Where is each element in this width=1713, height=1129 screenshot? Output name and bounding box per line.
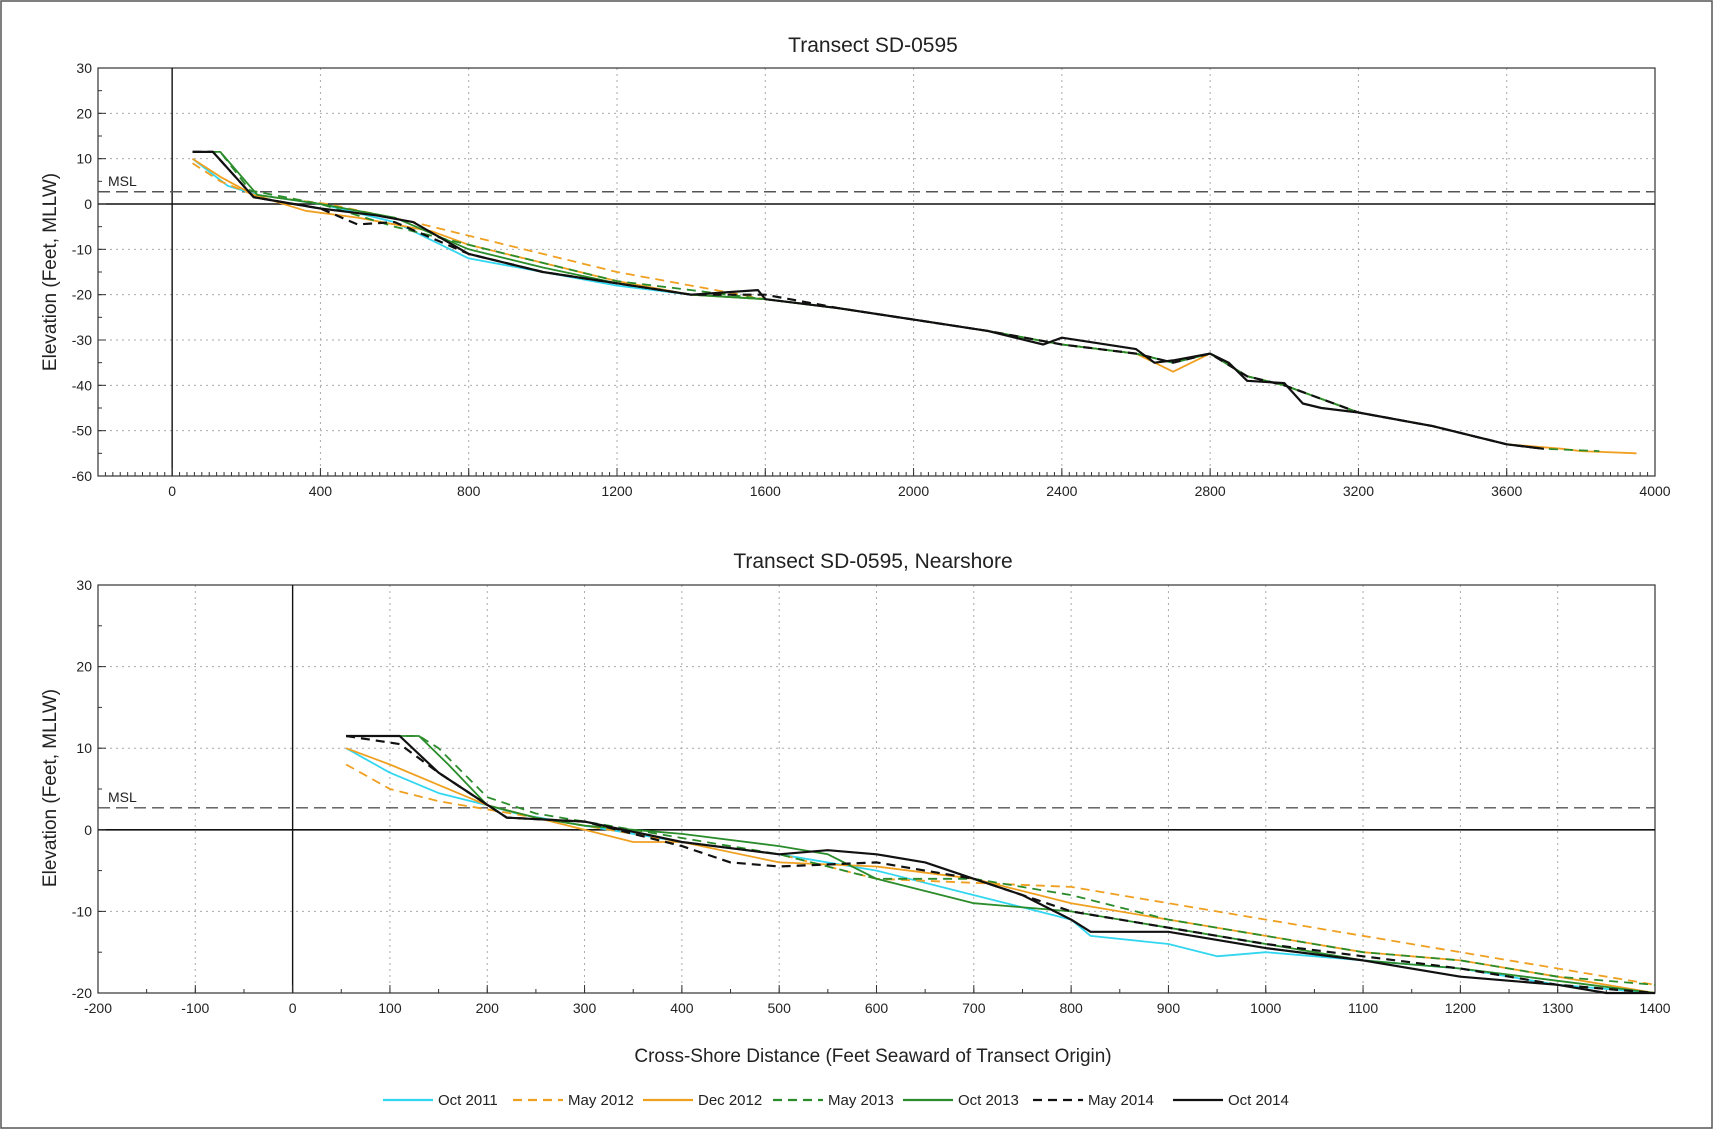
x-tick-label: 0 [168, 483, 176, 499]
x-tick-label: 800 [457, 483, 481, 499]
legend-label-may-2013: May 2013 [828, 1092, 894, 1109]
y-tick-label: 20 [76, 659, 92, 675]
y-tick-label: 10 [76, 740, 92, 756]
x-tick-label: -200 [84, 1000, 112, 1016]
series-line-oct-2014 [346, 734, 1655, 995]
y-tick-label: -10 [72, 903, 92, 919]
series-line-oct-2014 [192, 150, 1544, 450]
legend-label-may-2012: May 2012 [568, 1092, 634, 1109]
x-tick-label: 300 [573, 1000, 597, 1016]
msl-label: MSL [108, 789, 137, 805]
legend-label-oct-2011: Oct 2011 [438, 1092, 498, 1109]
series-line-oct-2013 [346, 735, 1656, 994]
plot-area: -200 -100 0 100 200 300 400 500 600 700 800 900 1000… [72, 577, 1671, 1016]
x-tick-label: 2800 [1195, 483, 1226, 499]
chart-title: Transect SD-0595 [788, 34, 958, 57]
y-tick-label: -30 [72, 332, 92, 348]
legend-label-oct-2013: Oct 2013 [958, 1092, 1019, 1109]
y-tick-label: -60 [72, 468, 92, 484]
x-tick-label: -100 [181, 1000, 209, 1016]
x-tick-label: 400 [309, 483, 333, 499]
y-tick-label: 0 [84, 822, 92, 838]
y-tick-label: 30 [76, 577, 92, 593]
x-tick-label: 1000 [1250, 1000, 1281, 1016]
legend-label-oct-2014: Oct 2014 [1228, 1092, 1289, 1109]
x-tick-label: 1200 [1445, 1000, 1476, 1016]
x-tick-label: 500 [768, 1000, 792, 1016]
x-tick-label: 100 [378, 1000, 402, 1016]
x-tick-label: 1200 [601, 483, 632, 499]
x-tick-label: 3600 [1491, 483, 1522, 499]
x-tick-label: 1300 [1542, 1000, 1573, 1016]
x-tick-label: 1100 [1348, 1000, 1378, 1016]
legend: Oct 2011 May 2012 Dec 2012 May 2013 Oct 2013… [383, 1092, 1289, 1109]
overall-profile-chart: Transect SD-0595 Elevation (Feet, MLLW) … [40, 34, 1671, 499]
plot-area: 0 400 800 1200 1600 2000 2400 2800 3200 3600 4000 3… [72, 60, 1671, 499]
y-tick-label: 30 [76, 60, 92, 76]
x-tick-label: 800 [1059, 1000, 1083, 1016]
x-tick-label: 700 [962, 1000, 986, 1016]
y-tick-label: 0 [84, 196, 92, 212]
chart-title: Transect SD-0595, Nearshore [733, 550, 1012, 573]
nearshore-profile-chart: Transect SD-0595, Nearshore Elevation (F… [40, 550, 1671, 1067]
y-tick-label: -40 [72, 377, 92, 393]
x-tick-label: 600 [865, 1000, 889, 1016]
y-axis-label: Elevation (Feet, MLLW) [40, 173, 61, 371]
x-tick-label: 1400 [1639, 1000, 1670, 1016]
x-tick-label: 900 [1157, 1000, 1181, 1016]
y-tick-label: -10 [72, 241, 92, 257]
legend-label-dec-2012: Dec 2012 [698, 1092, 762, 1109]
y-tick-label: 20 [76, 105, 92, 121]
y-tick-label: 10 [76, 151, 92, 167]
x-tick-label: 400 [670, 1000, 694, 1016]
legend-label-may-2014: May 2014 [1088, 1092, 1154, 1109]
x-tick-label: 0 [289, 1000, 297, 1016]
x-axis-label: Cross-Shore Distance (Feet Seaward of Tr… [634, 1046, 1111, 1067]
y-tick-label: -20 [72, 985, 92, 1001]
x-tick-label: 1600 [750, 483, 781, 499]
y-axis-label: Elevation (Feet, MLLW) [40, 689, 61, 887]
y-tick-label: -20 [72, 287, 92, 303]
x-tick-label: 2000 [898, 483, 929, 499]
x-tick-label: 4000 [1639, 483, 1670, 499]
msl-label: MSL [108, 173, 137, 189]
x-tick-label: 3200 [1343, 483, 1374, 499]
y-tick-label: -50 [72, 423, 92, 439]
x-tick-label: 200 [476, 1000, 500, 1016]
x-tick-label: 2400 [1046, 483, 1077, 499]
